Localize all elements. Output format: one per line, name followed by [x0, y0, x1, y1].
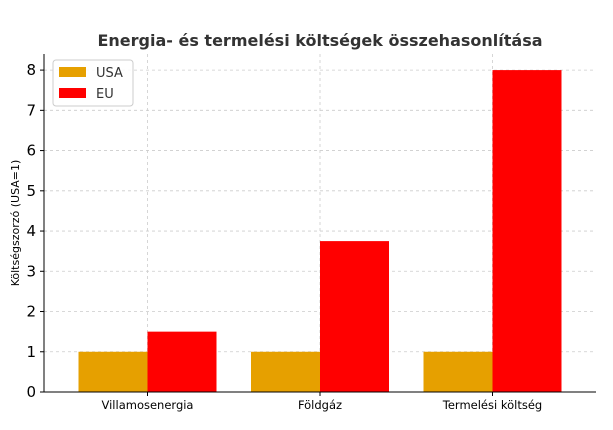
x-tick-label: Termelési költség: [442, 398, 542, 412]
y-axis-label: Költségszorzó (USA=1): [9, 160, 22, 287]
legend-label-usa: USA: [96, 66, 123, 81]
x-ticks: Villamosenergia Földgáz Termelési költség: [102, 392, 542, 412]
legend: USA EU: [52, 59, 134, 107]
chart-title: Energia- és termelési költségek összehas…: [97, 31, 542, 50]
y-tick-label: 1: [26, 343, 36, 361]
y-tick-label: 7: [26, 101, 36, 119]
legend-swatch-eu: [59, 88, 86, 98]
bar-eu-1: [320, 241, 389, 392]
bar-eu-0: [147, 331, 217, 392]
y-tick-label: 4: [26, 222, 36, 240]
legend-swatch-usa: [59, 67, 86, 77]
y-tick-label: 6: [26, 142, 36, 160]
y-ticks: 0 1 2 3 4 5 6 7 8: [26, 61, 44, 401]
y-tick-label: 8: [26, 61, 36, 79]
bar-usa-0: [78, 351, 148, 392]
bar-eu-2: [492, 70, 562, 392]
y-tick-label: 2: [26, 303, 36, 321]
y-tick-label: 0: [26, 383, 36, 401]
bar-usa-2: [423, 351, 493, 392]
x-tick-label: Villamosenergia: [102, 398, 194, 412]
bars: [78, 70, 562, 392]
y-tick-label: 5: [26, 182, 36, 200]
y-tick-label: 3: [26, 262, 36, 280]
bar-usa-1: [251, 351, 320, 392]
legend-label-eu: EU: [96, 87, 114, 102]
x-tick-label: Földgáz: [298, 398, 342, 412]
